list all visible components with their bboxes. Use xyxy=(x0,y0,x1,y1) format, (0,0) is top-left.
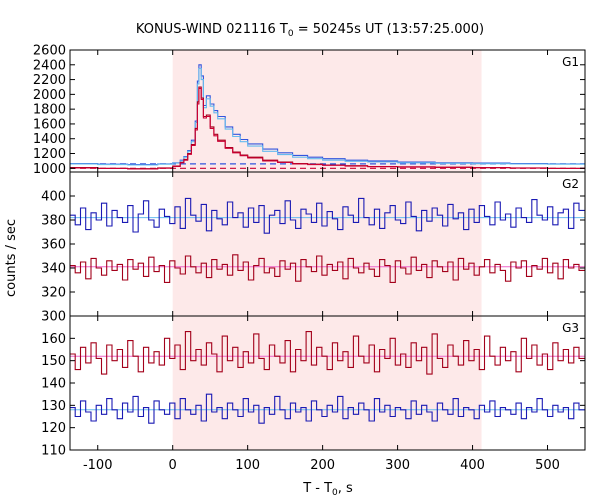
y-tick-label: 360 xyxy=(41,238,66,253)
chart-title: KONUS-WIND 021116 T0 = 50245s UT (13:57:… xyxy=(136,22,484,39)
panel-g2: 300 320 340 360 380 400 G2 xyxy=(41,171,586,325)
y-tick-label: 300 xyxy=(41,310,66,325)
series-line xyxy=(70,87,585,170)
panel-label: G2 xyxy=(562,177,579,191)
panel-label: G1 xyxy=(562,55,579,69)
series-line xyxy=(70,331,585,375)
y-tick-label: 1800 xyxy=(33,103,66,118)
x-tick-label: 200 xyxy=(310,458,335,473)
x-tick-label: -100 xyxy=(83,458,113,473)
y-tick-label: 150 xyxy=(41,354,66,369)
y-tick-label: 1000 xyxy=(33,162,66,177)
y-tick-label: 140 xyxy=(41,377,66,392)
y-tick-label: 110 xyxy=(41,444,66,459)
y-tick-label: 380 xyxy=(41,214,66,229)
x-tick-label: 100 xyxy=(235,458,260,473)
y-tick-label: 130 xyxy=(41,399,66,414)
y-tick-label: 2400 xyxy=(33,58,66,73)
y-tick-label: 2600 xyxy=(33,44,66,59)
y-tick-label: 2000 xyxy=(33,88,66,103)
series-line xyxy=(70,197,585,234)
y-tick-label: 320 xyxy=(41,286,66,301)
series-line xyxy=(70,254,585,283)
source-interval-shading xyxy=(172,50,482,450)
y-tick-label: 120 xyxy=(41,421,66,436)
x-tick-label: 0 xyxy=(169,458,177,473)
x-tick-label: 500 xyxy=(535,458,560,473)
y-tick-label: 1200 xyxy=(33,147,66,162)
x-axis-label: T - T0, s xyxy=(302,481,353,498)
panel-frame xyxy=(69,315,586,451)
y-tick-label: 1400 xyxy=(33,132,66,147)
panel-g3: 110 120 130 140 150 160 G3 xyxy=(41,315,586,459)
y-tick-label: 2200 xyxy=(33,73,66,88)
panel-label: G3 xyxy=(562,321,579,335)
y-tick-label: 340 xyxy=(41,262,66,277)
y-tick-label: 400 xyxy=(41,190,66,205)
x-tick-label: 300 xyxy=(385,458,410,473)
y-axis-label: counts / sec xyxy=(4,219,19,297)
x-tick-label: 400 xyxy=(460,458,485,473)
series-line xyxy=(70,393,585,424)
y-tick-label: 1600 xyxy=(33,117,66,132)
y-tick-label: 160 xyxy=(41,332,66,347)
